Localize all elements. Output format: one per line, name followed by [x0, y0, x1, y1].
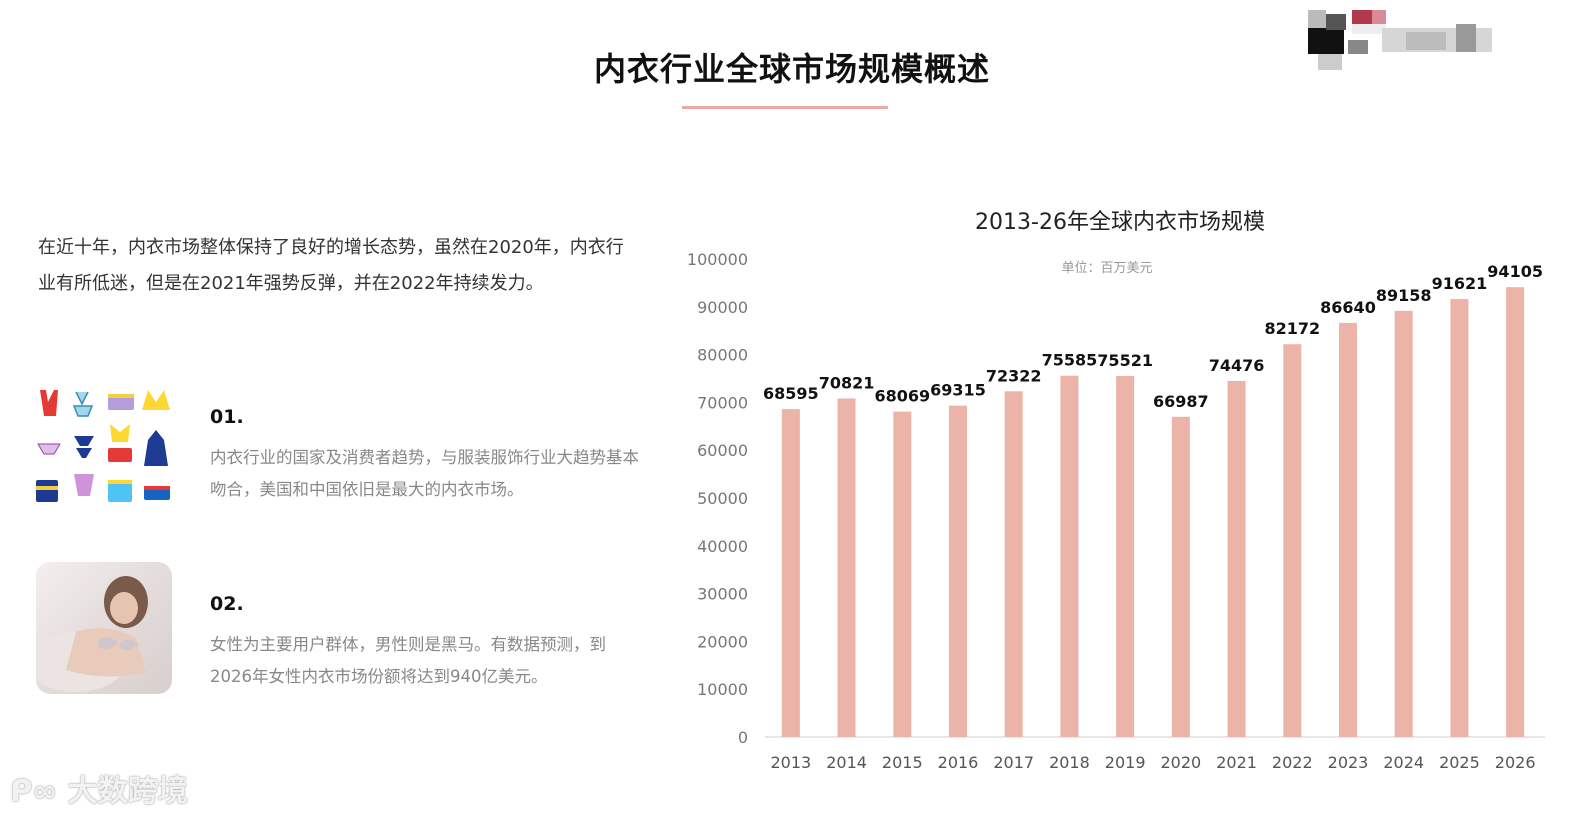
- data-label-2013: 68595: [763, 384, 819, 403]
- blurred-logo: [1296, 10, 1502, 70]
- y-tick-label: 70000: [697, 393, 748, 412]
- bar-2026: [1506, 287, 1525, 737]
- y-tick-label: 80000: [697, 346, 748, 365]
- x-tick-label: 2020: [1160, 753, 1201, 772]
- intro-text: 在近十年，内衣市场整体保持了良好的增长态势，虽然在2020年，内衣行业有所低迷，…: [38, 237, 624, 294]
- item-number-02: 02.: [210, 593, 244, 615]
- lingerie-grid-icon: [36, 386, 172, 518]
- y-tick-label: 10000: [697, 680, 748, 699]
- bar-2014: [837, 398, 856, 737]
- y-tick-label: 50000: [697, 489, 748, 508]
- data-label-2015: 68069: [874, 387, 930, 406]
- y-tick-label: 100000: [687, 250, 748, 269]
- bar-2015: [893, 411, 912, 737]
- bar-2018: [1060, 375, 1079, 737]
- x-tick-label: 2023: [1328, 753, 1369, 772]
- bar-2022: [1283, 344, 1302, 737]
- x-tick-label: 2026: [1495, 753, 1536, 772]
- y-tick-label: 40000: [697, 537, 748, 556]
- data-label-2014: 70821: [819, 373, 875, 392]
- data-label-2016: 69315: [930, 381, 986, 400]
- bar-2021: [1227, 381, 1246, 737]
- data-label-2024: 89158: [1376, 286, 1432, 305]
- x-tick-label: 2013: [770, 753, 811, 772]
- data-label-2021: 74476: [1209, 356, 1265, 375]
- item-text-02: 女性为主要用户群体，男性则是黑马。有数据预测，到2026年女性内衣市场份额将达到…: [210, 635, 606, 686]
- item-text-01: 内衣行业的国家及消费者趋势，与服装服饰行业大趋势基本吻合，美国和中国依旧是最大的…: [210, 448, 639, 499]
- y-tick-label: 30000: [697, 585, 748, 604]
- item-number-01: 01.: [210, 406, 244, 428]
- data-label-2025: 91621: [1432, 274, 1488, 293]
- bar-2013: [781, 409, 800, 737]
- bar-2016: [949, 405, 967, 737]
- x-tick-label: 2025: [1439, 753, 1480, 772]
- x-tick-label: 2019: [1105, 753, 1146, 772]
- x-tick-label: 2021: [1216, 753, 1257, 772]
- bar-2023: [1339, 322, 1357, 737]
- data-label-2022: 82172: [1264, 319, 1320, 338]
- data-label-2026: 94105: [1487, 262, 1543, 281]
- x-tick-label: 2016: [938, 753, 979, 772]
- bar-2017: [1004, 391, 1023, 737]
- x-tick-label: 2024: [1383, 753, 1424, 772]
- model-photo: [36, 562, 172, 694]
- watermark: ᑭ∞ 大数跨境: [10, 766, 188, 809]
- watermark-text: 大数跨境: [67, 774, 188, 809]
- x-tick-label: 2015: [882, 753, 923, 772]
- bar-2025: [1450, 299, 1469, 737]
- data-label-2017: 72322: [986, 366, 1042, 385]
- y-tick-label: 60000: [697, 441, 748, 460]
- bar-2024: [1394, 310, 1413, 737]
- data-label-2018: 75585: [1042, 351, 1098, 370]
- watermark-logo-icon: ᑭ∞: [10, 774, 68, 809]
- y-tick-label: 20000: [697, 632, 748, 651]
- data-label-2019: 75521: [1097, 351, 1153, 370]
- y-tick-label: 0: [738, 728, 748, 747]
- x-tick-label: 2022: [1272, 753, 1313, 772]
- bar-chart: 0 10000 20000 30000 40000 50000 60000 70000 8000…: [687, 250, 1545, 772]
- bar-2019: [1116, 376, 1135, 737]
- x-tick-label: 2017: [993, 753, 1034, 772]
- data-label-2020: 66987: [1153, 392, 1209, 411]
- x-tick-label: 2014: [826, 753, 867, 772]
- bar-2020: [1171, 416, 1190, 737]
- chart-unit: 单位：百万美元: [1061, 261, 1153, 276]
- data-label-2023: 86640: [1320, 298, 1376, 317]
- chart-title: 2013-26年全球内衣市场规模: [975, 210, 1265, 235]
- x-tick-label: 2018: [1049, 753, 1090, 772]
- title-underline: [682, 106, 888, 109]
- page-title: 内衣行业全球市场规模概述: [593, 50, 990, 88]
- y-tick-label: 90000: [697, 298, 748, 317]
